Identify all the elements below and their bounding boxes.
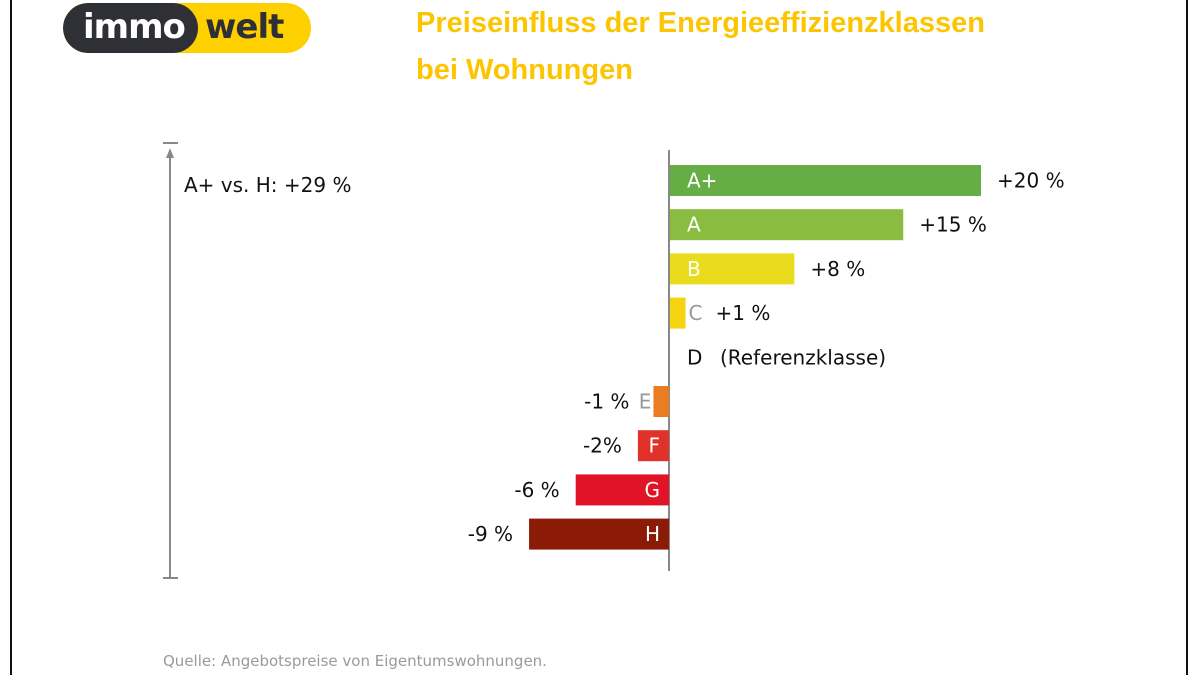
value-label: +15 %	[919, 213, 987, 237]
bar-A+	[670, 165, 981, 196]
value-label: -2%	[583, 434, 622, 458]
category-label: E	[639, 390, 652, 414]
bar-E	[653, 386, 669, 417]
category-label: B	[687, 257, 701, 281]
frame-right	[1186, 0, 1188, 675]
value-label: -9 %	[468, 522, 513, 546]
value-label: +8 %	[810, 257, 865, 281]
value-label: -6 %	[514, 478, 559, 502]
frame-left	[10, 0, 12, 675]
category-label: A+	[687, 169, 717, 193]
value-label: -1 %	[584, 390, 629, 414]
range-arrow	[163, 142, 178, 579]
bar-A	[670, 209, 904, 241]
title-line-1: Preiseinfluss der Energieeffizienzklasse…	[416, 7, 985, 39]
category-label: C	[689, 301, 703, 325]
title-line-2: bei Wohnungen	[416, 54, 633, 86]
range-annotation: A+ vs. H: +29 %	[184, 173, 352, 197]
value-label: (Referenzklasse)	[720, 345, 886, 369]
logo-text-immo: immo	[83, 7, 186, 47]
bar-C	[670, 297, 686, 329]
category-label: H	[645, 522, 660, 546]
category-label: G	[645, 478, 661, 502]
immowelt-logo: immo welt	[63, 3, 311, 53]
category-label: F	[648, 434, 660, 458]
bar-H	[529, 518, 669, 550]
bar-F	[637, 430, 669, 462]
source-note: Quelle: Angebotspreise von Eigentumswohn…	[163, 652, 547, 670]
value-label: +1 %	[716, 301, 771, 325]
category-label: A	[687, 213, 701, 237]
category-label: D	[687, 345, 702, 369]
bar-G	[575, 474, 669, 506]
value-label: +20 %	[997, 169, 1065, 193]
bar-B	[670, 253, 795, 285]
chart-title: Preiseinfluss der Energieeffizienzklasse…	[416, 0, 985, 94]
logo-text-welt: welt	[205, 7, 284, 47]
